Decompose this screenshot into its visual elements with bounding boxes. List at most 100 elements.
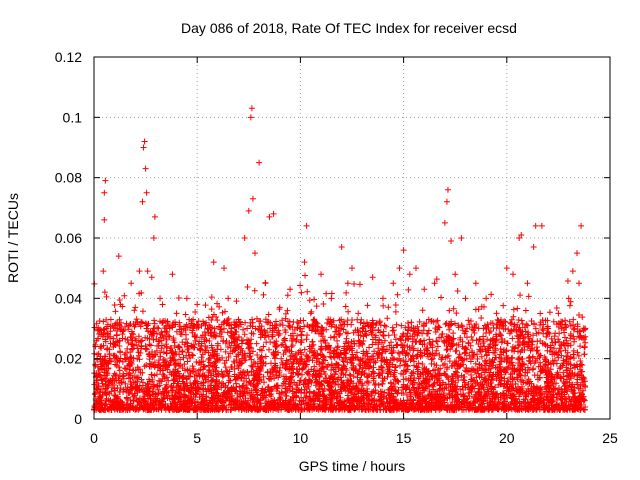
data-point [459, 323, 466, 330]
data-point [311, 363, 318, 370]
data-point [569, 268, 576, 275]
data-point [221, 265, 228, 272]
data-point [412, 265, 419, 272]
data-point [224, 329, 231, 336]
data-point [284, 307, 291, 314]
data-point [148, 274, 155, 281]
data-point [567, 354, 574, 361]
data-point [186, 316, 193, 323]
data-point [550, 381, 557, 388]
data-point [287, 286, 294, 293]
data-point [433, 276, 440, 283]
data-point [400, 247, 407, 254]
data-point [497, 345, 504, 352]
data-point [136, 290, 143, 297]
data-point [144, 268, 151, 275]
data-point [396, 265, 403, 272]
data-point [382, 323, 389, 330]
data-point [553, 380, 560, 387]
data-point [141, 138, 148, 145]
data-point [240, 326, 247, 333]
data-point [344, 280, 351, 287]
data-point [121, 292, 128, 299]
data-point [380, 302, 387, 309]
data-point [151, 213, 158, 220]
data-point [419, 307, 426, 314]
data-point [101, 189, 108, 196]
data-point [303, 222, 310, 229]
data-point [102, 177, 109, 184]
data-point [248, 105, 255, 112]
data-point [573, 250, 580, 257]
data-point [231, 324, 238, 331]
data-point [497, 381, 504, 388]
data-point [443, 198, 450, 205]
data-point [110, 335, 117, 342]
data-point [441, 219, 448, 226]
data-point [256, 159, 263, 166]
data-point [451, 320, 458, 327]
data-points [91, 105, 589, 413]
data-point [458, 235, 465, 241]
data-point [192, 308, 199, 315]
data-point [224, 343, 231, 350]
data-point [369, 274, 376, 281]
data-point [462, 295, 469, 302]
data-point [414, 364, 421, 371]
data-point [244, 284, 251, 291]
data-point [311, 296, 318, 303]
data-point [194, 301, 201, 308]
data-point [214, 317, 221, 324]
data-point [115, 253, 122, 260]
data-point [524, 280, 531, 287]
data-point [179, 365, 186, 372]
data-point [355, 310, 362, 317]
data-point [555, 354, 562, 361]
data-point [538, 222, 545, 229]
data-point [318, 271, 325, 278]
data-point [543, 333, 550, 340]
data-point [371, 348, 378, 355]
chart-title: Day 086 of 2018, Rate Of TEC Index for r… [181, 20, 517, 36]
data-point [446, 307, 453, 314]
data-point [206, 337, 213, 344]
data-point [254, 351, 261, 358]
data-point [525, 293, 532, 300]
data-point [337, 330, 344, 337]
data-point [355, 379, 362, 386]
data-point [510, 313, 517, 320]
data-point [449, 336, 456, 343]
data-point [189, 351, 196, 358]
data-point [208, 306, 215, 313]
data-point [100, 268, 107, 275]
data-point [406, 271, 413, 278]
data-point [396, 362, 403, 369]
data-point [159, 301, 166, 308]
data-point [101, 325, 108, 332]
data-point [398, 322, 405, 329]
data-point [478, 353, 485, 360]
data-point [128, 346, 135, 353]
data-point [140, 144, 147, 151]
data-point [224, 317, 231, 324]
data-point [208, 294, 215, 301]
data-point [516, 235, 523, 241]
data-point [448, 238, 455, 245]
data-point [496, 325, 503, 332]
data-point [532, 222, 539, 229]
data-point [136, 268, 143, 275]
data-point [379, 295, 386, 302]
data-point [247, 114, 254, 121]
data-point [530, 244, 537, 251]
data-point [225, 295, 232, 302]
data-point [260, 291, 267, 298]
data-point [183, 295, 190, 302]
data-point [472, 280, 479, 287]
data-point [534, 347, 541, 354]
data-point [452, 271, 459, 278]
data-point [270, 210, 277, 217]
data-point [343, 367, 350, 374]
data-point [508, 320, 515, 327]
data-point [560, 369, 567, 376]
data-point [101, 216, 108, 223]
